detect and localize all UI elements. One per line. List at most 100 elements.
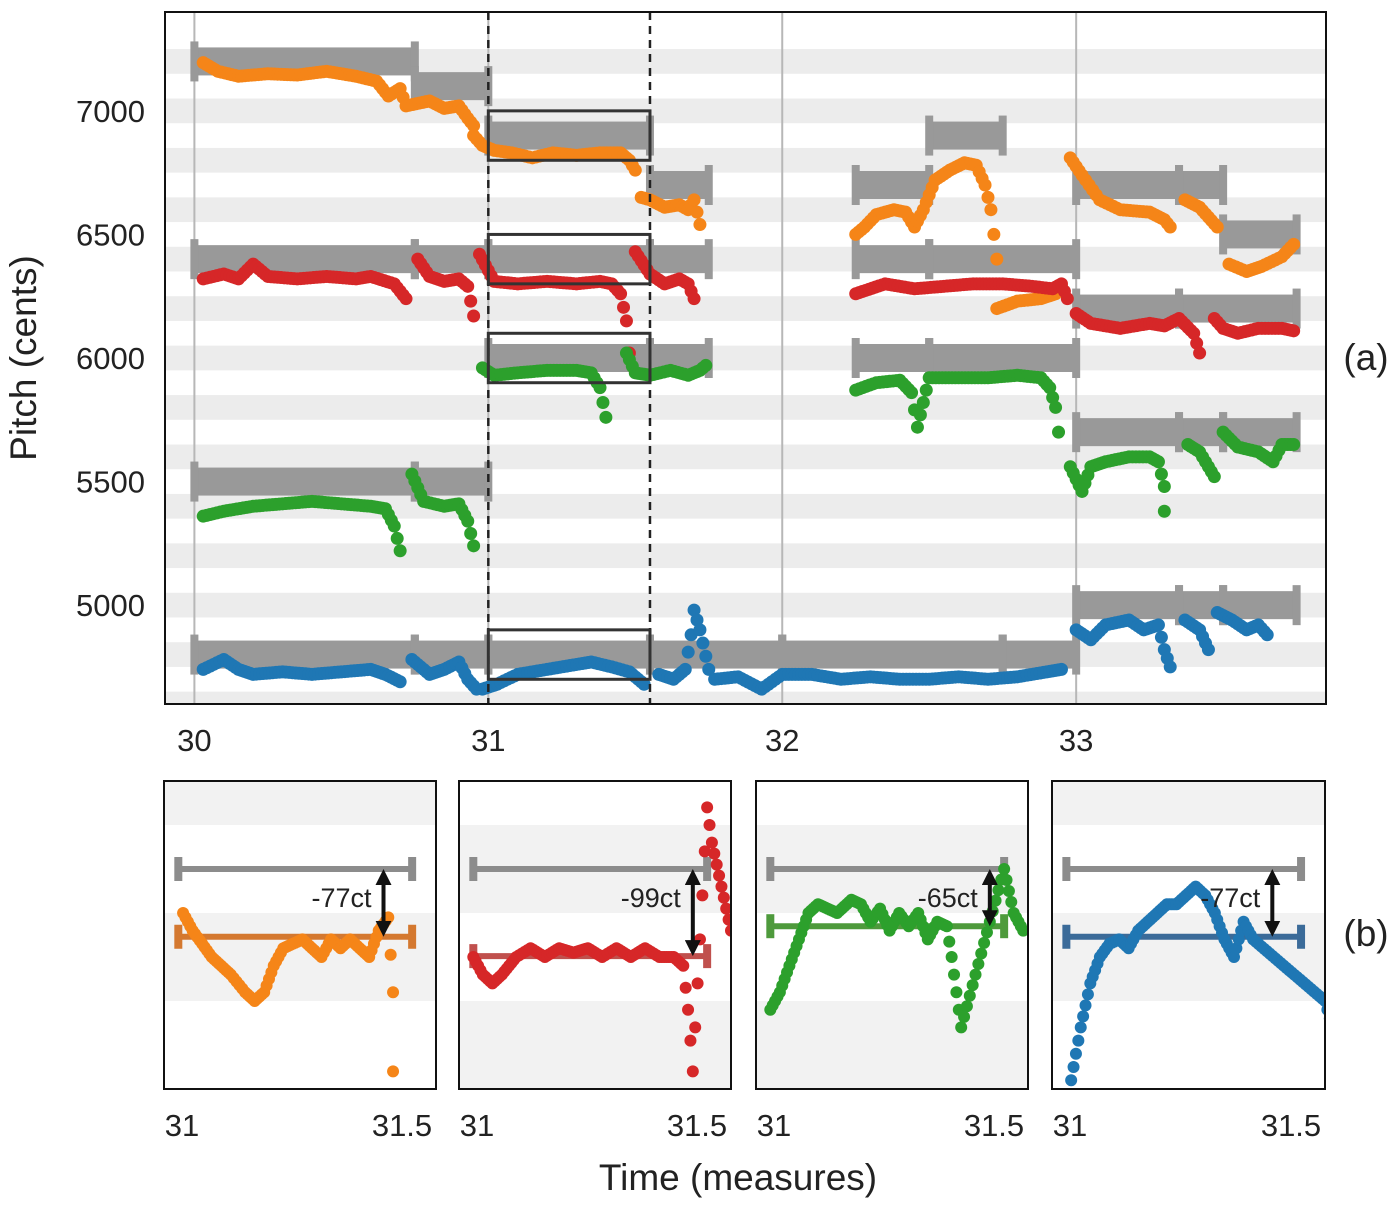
pitch-point-red [1187, 326, 1201, 340]
pitch-point-blue [690, 613, 704, 627]
deviation-label: -65ct [918, 883, 979, 913]
pitch-point-orange [990, 252, 1004, 266]
pitch-point-blue [393, 675, 407, 689]
pitch-point-green [960, 1000, 973, 1013]
subplot-blue: -77ct 31 31.5 [1051, 780, 1326, 1143]
pitch-point-red [693, 933, 706, 946]
score-note-cap [704, 165, 713, 205]
pitch-point-green [966, 979, 979, 992]
score-note-cap [1072, 585, 1081, 626]
score-note-bar [488, 245, 650, 274]
pitch-point-orange [467, 119, 481, 133]
pitch-point-blue [1260, 628, 1274, 642]
pitch-point-green [955, 1021, 968, 1034]
score-note-cap [925, 338, 934, 378]
pitch-point-red [715, 880, 728, 893]
pitch-point-orange [1287, 237, 1301, 251]
y-axis-label: Pitch (cents) [3, 255, 44, 461]
score-note-cap [1072, 239, 1081, 280]
pitch-point-red [399, 292, 413, 306]
subplot-plot: -65ct [756, 825, 1028, 1089]
pitch-point-green [461, 514, 475, 528]
score-note-bar [929, 121, 1003, 150]
pitch-point-red [1060, 292, 1074, 306]
pitch-point-blue [699, 649, 713, 663]
pitch-point-blue [1074, 1021, 1087, 1034]
pitch-point-green [969, 968, 982, 981]
pitch-point-red [691, 977, 704, 990]
semitone-band [756, 1001, 1028, 1089]
mean-pitch-cap [703, 944, 712, 969]
pitch-point-red [686, 1065, 699, 1078]
pitch-point-green [980, 926, 993, 939]
pitch-point-green [390, 531, 404, 545]
pitch-point-blue [1319, 995, 1325, 1007]
score-note-cap [925, 239, 934, 280]
pitch-point-green [387, 519, 401, 533]
pitch-point-green [467, 539, 481, 553]
panel-label-a: (a) [1343, 337, 1388, 378]
x-tick-label: 31.5 [667, 1108, 727, 1143]
pitch-point-red [619, 314, 633, 328]
score-note-bar [649, 640, 783, 669]
pitch-point-red [687, 292, 701, 306]
pitch-point-red [710, 858, 723, 871]
score-note-bar [1076, 418, 1180, 447]
mean-pitch-cap [766, 914, 775, 939]
pitch-point-green [593, 381, 607, 395]
pitch-point-green [950, 986, 963, 999]
score-note-cap [704, 338, 713, 378]
pitch-point-blue [1151, 618, 1165, 632]
pitch-point-green [1043, 381, 1057, 395]
x-tick-label: 31.5 [372, 1108, 432, 1143]
subplot-plot: -99ct [459, 801, 731, 1089]
score-note-bar [649, 245, 709, 274]
score-note-cap [1175, 165, 1184, 205]
mean-pitch-cap [1297, 924, 1306, 949]
score-note-cap [704, 239, 713, 280]
subplot-frame [458, 780, 732, 1090]
subplot-green: -65ct 31 31.5 [755, 780, 1029, 1143]
pitch-point-green [464, 526, 478, 540]
pitch-point-red [682, 1003, 695, 1016]
score-note-cap [1072, 165, 1081, 205]
pitch-point-red [708, 847, 721, 860]
pitch-point-red [720, 902, 731, 915]
pitch-point-green [992, 884, 1005, 897]
pitch-point-blue [1072, 1034, 1085, 1047]
score-note-cap [851, 165, 860, 205]
score-note-cap [190, 41, 199, 82]
pitch-point-blue [1077, 1010, 1090, 1023]
pitch-point-blue [1067, 1061, 1080, 1073]
pitch-point-red [679, 981, 692, 994]
x-tick-label: 31 [460, 1108, 494, 1143]
pitch-point-red [461, 279, 475, 293]
pitch-point-orange [987, 227, 1001, 241]
x-axis-label: Time (measures) [599, 1157, 877, 1198]
mean-pitch-cap [1000, 914, 1009, 939]
pitch-point-blue [637, 677, 651, 691]
pitch-point-red [713, 869, 726, 882]
pitch-point-orange [984, 203, 998, 217]
pitch-point-blue [696, 636, 710, 650]
mean-pitch-cap [174, 924, 183, 949]
pitch-point-blue [1321, 1004, 1325, 1016]
pitch-point-green [975, 947, 988, 960]
panel-a-plot [165, 12, 1326, 704]
pitch-point-red [722, 913, 731, 926]
highlight-box-red [486, 232, 652, 286]
score-pitch-cap [1062, 857, 1071, 881]
x-tick-label: 31 [471, 723, 505, 758]
score-pitch-cap [408, 857, 417, 881]
mean-pitch-cap [408, 924, 417, 949]
x-tick-label: 31 [1053, 1108, 1087, 1143]
score-note-cap [410, 41, 419, 82]
score-note-cap [925, 115, 934, 156]
score-note-cap [851, 239, 860, 280]
pitch-point-blue [1069, 1047, 1082, 1060]
pitch-point-red [464, 294, 478, 308]
pitch-point-orange [978, 178, 992, 192]
pitch-point-blue [681, 645, 695, 659]
y-tick-label: 6000 [76, 341, 145, 376]
